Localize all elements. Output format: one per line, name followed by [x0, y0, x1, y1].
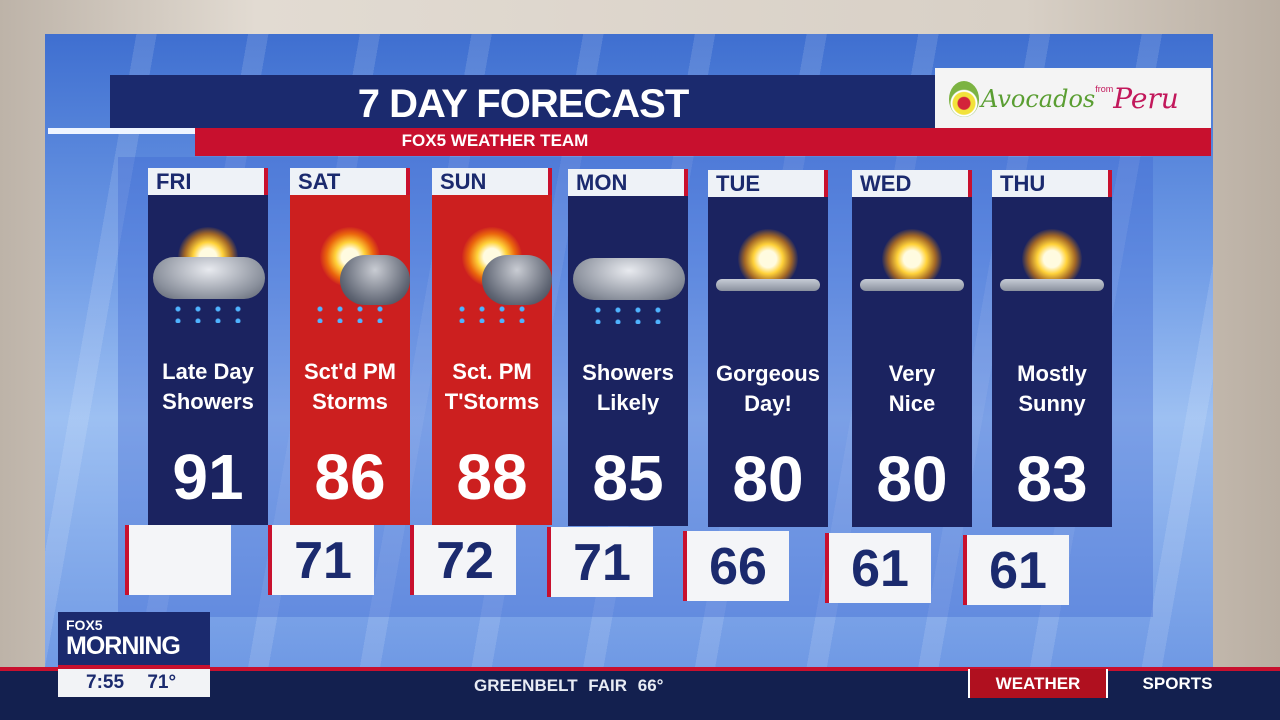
day-card: Very Nice 80 — [852, 197, 972, 527]
forecast-day-mon: MON Showers Likely 85 — [568, 169, 688, 526]
day-card: Mostly Sunny 83 — [992, 197, 1112, 527]
rain-icon — [588, 304, 668, 324]
forecast-day-sun: SUN Sct. PM T'Storms 88 — [432, 168, 552, 525]
sun-few-clouds-icon — [992, 217, 1112, 327]
page-title: 7 DAY FORECAST — [110, 75, 936, 130]
condition-line: Sct'd PM — [303, 359, 397, 384]
condition-line: Sct. PM — [452, 359, 532, 384]
tab-sports: SPORTS — [1142, 674, 1213, 693]
condition-line: Storms — [312, 389, 388, 414]
day-card: Sct'd PM Storms 86 — [290, 195, 410, 525]
cloud-icon — [860, 279, 964, 291]
condition: Sct. PM T'Storms — [432, 357, 552, 417]
ticker-text: GREENBELT FAIR 66° — [474, 676, 664, 695]
condition-line: T'Storms — [444, 389, 540, 414]
condition-line: Very — [888, 361, 936, 386]
forecast-day-tue: TUE Gorgeous Day! 80 — [708, 170, 828, 527]
day-card: Late Day Showers 91 — [148, 195, 268, 525]
sponsor-text: Avocados — [981, 84, 1096, 113]
day-label: MON — [568, 169, 688, 196]
condition: Mostly Sunny — [992, 359, 1112, 419]
sponsor-from: from — [1095, 84, 1114, 94]
condition-line: Mostly — [1017, 361, 1087, 386]
condition-line: Showers — [162, 389, 254, 414]
sun-cloud-thunderstorm-icon — [290, 215, 410, 325]
subtitle: FOX5 WEATHER TEAM — [401, 131, 589, 150]
forecast-day-sat: SAT Sct'd PM Storms 86 — [290, 168, 410, 525]
low-temp: 61 — [963, 535, 1069, 605]
brand-station: FOX5 — [66, 617, 103, 633]
current-temp: 71° — [147, 672, 177, 693]
sponsor-country: Peru — [1113, 82, 1179, 115]
low-temp: 61 — [825, 533, 931, 603]
rain-icon — [310, 303, 390, 323]
high-temp: 86 — [314, 441, 386, 513]
low-temp: 72 — [410, 525, 516, 595]
high-temp: 85 — [592, 442, 664, 514]
condition: Late Day Showers — [148, 357, 268, 417]
rain-icon — [168, 303, 248, 323]
condition-line: Sunny — [1018, 391, 1086, 416]
condition: Showers Likely — [568, 358, 688, 418]
day-label: SAT — [290, 168, 410, 195]
forecast-day-thu: THU Mostly Sunny 83 — [992, 170, 1112, 527]
high-temp: 80 — [732, 443, 804, 515]
high-temp: 83 — [1016, 443, 1088, 515]
show-brand: FOX5 MORNING 7:55 71° — [58, 612, 210, 697]
subtitle-band — [195, 128, 1211, 156]
condition-line: Gorgeous — [716, 361, 820, 386]
high-temp: 88 — [456, 441, 528, 513]
avocado-icon — [949, 80, 979, 117]
cloud-icon — [716, 279, 820, 291]
low-temp: 66 — [683, 531, 789, 601]
day-label: TUE — [708, 170, 828, 197]
sun-cloud-showers-icon — [148, 215, 268, 325]
sponsor-logo: Avocados from Peru — [935, 68, 1211, 129]
cloud-icon — [153, 257, 265, 299]
low-temp — [125, 525, 231, 595]
condition-line: Likely — [596, 390, 660, 415]
clock: 7:55 — [86, 672, 125, 693]
cloud-icon — [573, 258, 685, 300]
sun-few-clouds-icon — [708, 217, 828, 327]
condition-line: Showers — [582, 360, 674, 385]
day-card: Sct. PM T'Storms 88 — [432, 195, 552, 525]
cloud-icon — [1000, 279, 1104, 291]
low-temp: 71 — [547, 527, 653, 597]
condition-line: Late Day — [162, 359, 254, 384]
condition: Sct'd PM Storms — [290, 357, 410, 417]
forecast-day-wed: WED Very Nice 80 — [852, 170, 972, 527]
low-temp: 71 — [268, 525, 374, 595]
rain-icon — [452, 303, 532, 323]
high-temp: 91 — [172, 441, 244, 513]
brand-show: MORNING — [66, 632, 181, 660]
sun-cloud-thunderstorm-icon — [432, 215, 552, 325]
divider — [48, 128, 195, 134]
tab-weather: WEATHER — [968, 669, 1108, 698]
storm-cloud-icon — [482, 255, 552, 305]
condition-line: Day! — [744, 391, 792, 416]
day-label: FRI — [148, 168, 268, 195]
day-label: WED — [852, 170, 972, 197]
day-card: Showers Likely 85 — [568, 196, 688, 526]
cloud-showers-icon — [568, 216, 688, 326]
day-card: Gorgeous Day! 80 — [708, 197, 828, 527]
day-label: THU — [992, 170, 1112, 197]
storm-cloud-icon — [340, 255, 410, 305]
forecast-day-fri: FRI Late Day Showers 91 — [148, 168, 268, 525]
condition: Gorgeous Day! — [708, 359, 828, 419]
high-temp: 80 — [876, 443, 948, 515]
sun-few-clouds-icon — [852, 217, 972, 327]
condition: Very Nice — [852, 359, 972, 419]
day-label: SUN — [432, 168, 552, 195]
condition-line: Nice — [888, 391, 936, 416]
